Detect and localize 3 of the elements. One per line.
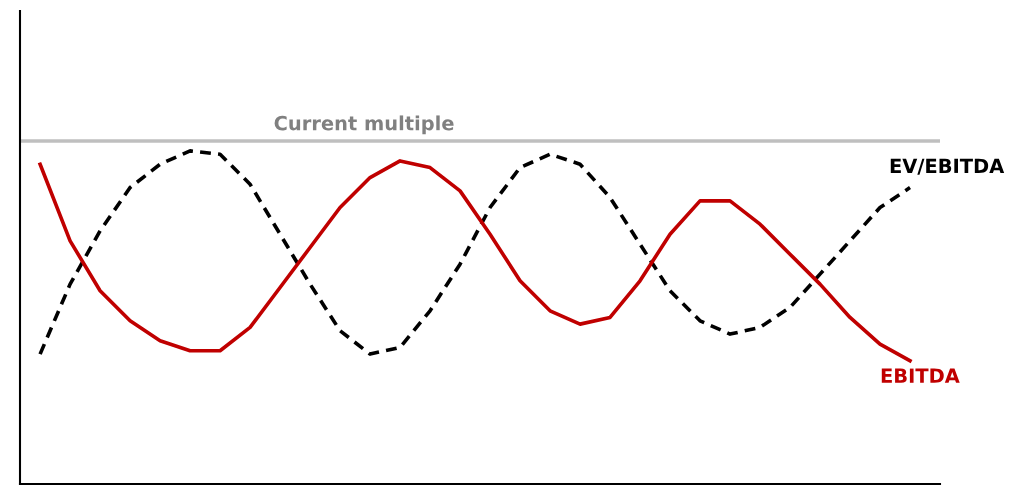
- ref-line-label: Current multiple: [274, 115, 454, 135]
- series-label: EBITDA: [881, 368, 960, 383]
- series-label: EV/EBITDA: [890, 158, 1005, 175]
